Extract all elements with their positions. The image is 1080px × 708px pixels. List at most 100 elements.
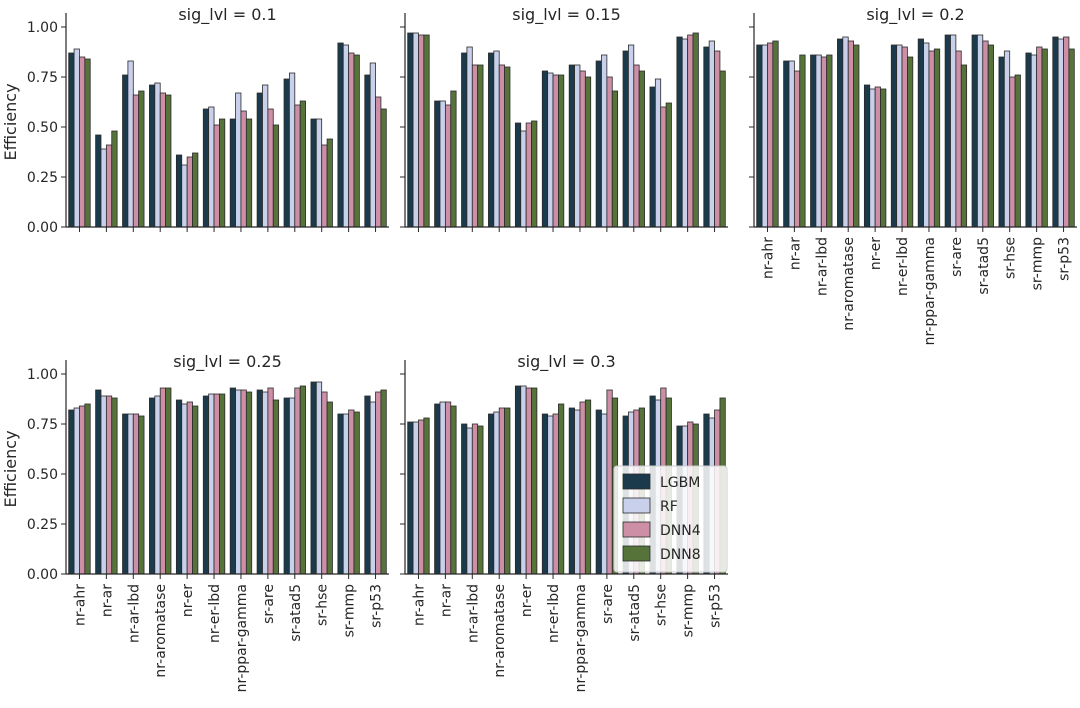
bar-lgbm-sr-p53 xyxy=(364,74,371,228)
bar-dnn8-nr-ahr xyxy=(84,403,91,575)
x-tick-label: nr-ahr xyxy=(760,237,776,279)
bar-dnn8-sr-mmp xyxy=(353,411,360,575)
x-tick-label: sr-are xyxy=(949,237,965,277)
panel-title: sig_lvl = 0.25 xyxy=(173,352,282,372)
bar-dnn4-nr-ahr xyxy=(79,56,86,228)
x-tick-label: nr-er-lbd xyxy=(207,584,223,643)
x-tick-label: nr-er-lbd xyxy=(895,237,911,296)
bar-lgbm-nr-ar xyxy=(434,403,441,575)
bar-lgbm-sr-are xyxy=(256,92,263,228)
legend-swatch-dnn8 xyxy=(622,545,651,562)
bar-dnn8-sr-p53 xyxy=(380,389,387,575)
bar-dnn8-nr-ar xyxy=(799,54,806,228)
x-tick-label: nr-ppar-gamma xyxy=(573,584,589,692)
x-tick-label: sr-atad5 xyxy=(627,584,643,642)
bar-lgbm-nr-er-lbd xyxy=(202,395,210,575)
bar-dnn4-sr-atad5 xyxy=(294,387,301,575)
bar-rf-nr-ppar-gamma xyxy=(235,92,242,228)
bar-rf-nr-er-lbd xyxy=(896,44,903,228)
bar-lgbm-nr-ar xyxy=(434,100,441,228)
y-tick-label: 0.50 xyxy=(27,467,58,483)
bar-dnn8-sr-atad5 xyxy=(987,44,994,228)
bar-dnn4-nr-ppar-gamma xyxy=(579,401,586,575)
bar-dnn8-sr-hse xyxy=(326,401,333,575)
bar-dnn8-nr-er-lbd xyxy=(558,74,565,228)
y-tick-label: 0.75 xyxy=(27,70,58,86)
bar-dnn8-nr-er-lbd xyxy=(558,403,565,575)
bar-lgbm-sr-atad5 xyxy=(971,34,978,228)
bar-rf-nr-ar-lbd xyxy=(466,427,473,575)
bar-lgbm-nr-ppar-gamma xyxy=(229,118,236,228)
bar-dnn4-nr-ar xyxy=(793,70,801,228)
bar-lgbm-sr-hse xyxy=(310,381,317,575)
bar-lgbm-nr-ahr xyxy=(407,32,414,228)
bar-dnn4-nr-aromatase xyxy=(159,92,166,228)
bar-rf-nr-er-lbd xyxy=(547,72,554,228)
bar-dnn8-sr-atad5 xyxy=(638,70,645,228)
bar-rf-sr-are xyxy=(601,413,608,575)
y-tick-label: 1.00 xyxy=(27,367,58,383)
bar-dnn8-nr-ar-lbd xyxy=(138,90,145,228)
legend-swatch-dnn4 xyxy=(622,521,651,538)
bar-dnn8-nr-ahr xyxy=(772,40,779,228)
y-axis-label: Efficiency xyxy=(1,430,20,507)
bar-dnn8-nr-er-lbd xyxy=(219,118,226,228)
bar-lgbm-nr-ahr xyxy=(407,421,414,575)
panel-title: sig_lvl = 0.2 xyxy=(866,5,964,25)
bar-lgbm-nr-ar xyxy=(95,134,102,228)
bar-rf-nr-er xyxy=(869,88,876,228)
x-tick-label: nr-er xyxy=(868,237,884,270)
bar-lgbm-sr-p53 xyxy=(364,395,371,575)
bar-dnn4-nr-er xyxy=(525,122,532,228)
y-tick-label: 0.75 xyxy=(27,417,58,433)
bar-dnn8-sr-are xyxy=(272,124,280,228)
bar-dnn4-nr-er xyxy=(525,387,532,575)
bar-dnn8-sr-p53 xyxy=(380,108,387,228)
bar-dnn4-nr-ar-lbd xyxy=(132,413,140,575)
bar-dnn8-nr-ahr xyxy=(423,417,430,575)
bar-lgbm-nr-ppar-gamma xyxy=(229,387,236,575)
bar-dnn8-sr-are xyxy=(272,399,280,575)
bar-rf-sr-are xyxy=(950,34,957,228)
bar-dnn4-sr-are xyxy=(267,387,274,575)
bar-dnn8-sr-hse xyxy=(1014,74,1021,228)
bar-dnn8-nr-er-lbd xyxy=(907,56,914,228)
bar-rf-sr-p53 xyxy=(369,401,376,575)
bar-rf-nr-aromatase xyxy=(154,395,161,575)
bar-rf-sr-p53 xyxy=(369,62,376,228)
bar-dnn8-nr-ppar-gamma xyxy=(245,391,253,575)
x-tick-label: sr-mmp xyxy=(681,584,697,637)
bar-dnn4-nr-ppar-gamma xyxy=(240,389,247,575)
bar-rf-sr-hse xyxy=(315,118,323,228)
bar-dnn4-nr-ar xyxy=(444,401,452,575)
bar-dnn4-nr-er xyxy=(874,86,881,228)
bar-lgbm-nr-aromatase xyxy=(488,52,495,228)
bar-dnn4-nr-er xyxy=(186,401,193,575)
bar-dnn8-nr-er xyxy=(880,88,887,228)
bar-dnn4-sr-atad5 xyxy=(633,64,640,228)
bar-dnn8-sr-mmp xyxy=(1041,48,1048,228)
bar-lgbm-nr-aromatase xyxy=(488,413,495,575)
bar-lgbm-sr-hse xyxy=(998,56,1005,228)
bar-dnn4-nr-er-lbd xyxy=(213,124,220,228)
bar-rf-nr-er xyxy=(181,403,188,575)
bar-lgbm-nr-ppar-gamma xyxy=(568,407,575,575)
bar-rf-sr-hse xyxy=(654,78,662,228)
bar-lgbm-nr-ahr xyxy=(68,409,75,575)
panel-title: sig_lvl = 0.1 xyxy=(178,5,276,25)
bar-dnn8-nr-er xyxy=(192,152,199,228)
bar-dnn8-nr-aromatase xyxy=(165,94,172,228)
x-tick-label: sr-mmp xyxy=(1030,237,1046,290)
bar-dnn8-sr-are xyxy=(611,90,619,228)
bar-lgbm-sr-are xyxy=(256,389,263,575)
bar-lgbm-nr-ar xyxy=(95,389,102,575)
bar-dnn4-nr-er-lbd xyxy=(213,393,220,575)
bar-dnn4-sr-hse xyxy=(321,391,328,575)
bar-lgbm-nr-ar-lbd xyxy=(461,52,468,228)
bar-dnn4-nr-ahr xyxy=(767,42,774,228)
bar-rf-nr-ar xyxy=(439,100,446,228)
y-tick-label: 0.25 xyxy=(27,170,58,186)
bar-rf-nr-ar xyxy=(100,395,107,575)
x-tick-label: sr-are xyxy=(600,584,616,624)
y-tick-label: 0.00 xyxy=(27,220,58,236)
